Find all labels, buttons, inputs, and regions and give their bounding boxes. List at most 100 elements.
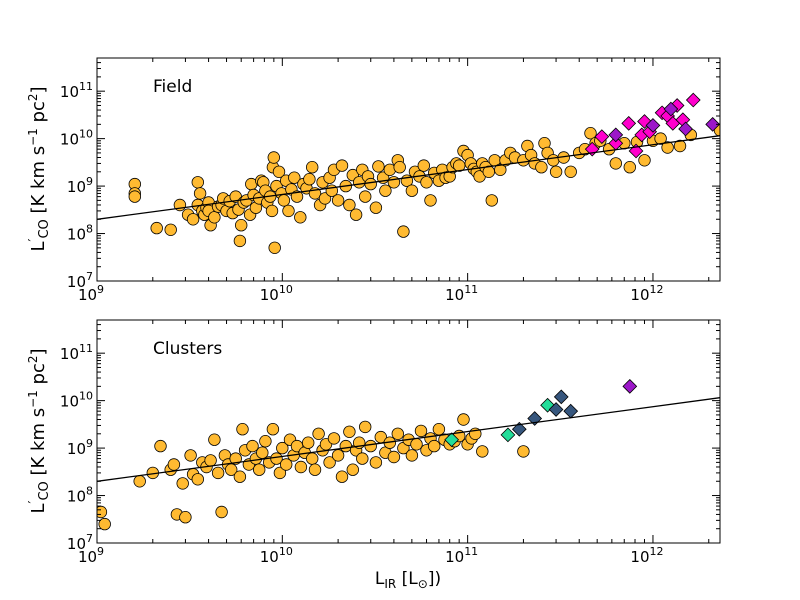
x-tick-label: 1012 xyxy=(630,283,663,304)
field-panel-title: Field xyxy=(153,77,192,97)
point-magenta xyxy=(685,92,701,108)
point-cluster-galaxies xyxy=(457,413,470,426)
y-tick-label: 1010 xyxy=(60,390,93,411)
point-magenta xyxy=(621,115,637,131)
point-cluster-galaxies xyxy=(204,454,217,467)
x-tick-label: 109 xyxy=(78,283,104,304)
y-tick-label: 107 xyxy=(67,532,93,553)
point-local-galaxies xyxy=(673,139,687,153)
point-purple xyxy=(622,378,638,394)
point-cluster-galaxies xyxy=(246,439,259,453)
y-tick-label: 1011 xyxy=(60,342,93,363)
point-local-galaxies xyxy=(547,154,560,167)
point-cluster-galaxies xyxy=(306,452,319,465)
point-local-galaxies xyxy=(485,194,499,207)
point-cluster-galaxies xyxy=(302,436,315,449)
point-local-galaxies xyxy=(393,160,406,174)
point-local-galaxies xyxy=(549,165,563,179)
point-cluster-galaxies xyxy=(339,439,353,453)
point-cluster-galaxies xyxy=(266,423,280,436)
point-local-galaxies xyxy=(397,225,410,238)
point-local-galaxies xyxy=(277,194,291,207)
point-local-galaxies xyxy=(369,201,383,214)
point-cluster-galaxies xyxy=(517,445,530,458)
point-local-galaxies xyxy=(267,151,281,164)
point-cluster-galaxies xyxy=(346,463,360,476)
point-cluster-galaxies xyxy=(176,477,189,490)
point-cluster-galaxies xyxy=(391,427,405,441)
fit-line xyxy=(97,397,720,482)
point-local-galaxies xyxy=(343,198,356,212)
point-cluster-galaxies xyxy=(273,466,287,480)
point-local-galaxies xyxy=(150,221,163,235)
y-tick-label: 107 xyxy=(67,270,93,291)
point-local-galaxies xyxy=(417,159,431,172)
point-cluster-galaxies xyxy=(331,449,345,462)
y-tick-label: 108 xyxy=(67,485,93,506)
point-cluster-galaxies xyxy=(98,517,111,531)
point-local-galaxies xyxy=(387,176,401,189)
point-cluster-galaxies xyxy=(312,427,325,441)
point-cluster-galaxies xyxy=(323,456,336,469)
point-local-galaxies xyxy=(638,154,651,167)
x-axis-label: LIR [L⊙]) xyxy=(375,569,441,591)
point-local-galaxies xyxy=(294,211,307,224)
point-local-galaxies xyxy=(208,211,221,224)
point-cluster-galaxies xyxy=(294,460,308,474)
x-tick-label: 1011 xyxy=(445,283,478,304)
point-local-galaxies xyxy=(282,204,295,218)
point-cluster-galaxies xyxy=(432,423,446,436)
point-slate xyxy=(511,421,527,437)
point-local-galaxies xyxy=(128,190,142,203)
point-local-galaxies xyxy=(234,218,248,232)
point-purple xyxy=(663,101,679,117)
point-local-galaxies xyxy=(303,172,316,186)
point-local-galaxies xyxy=(335,159,349,172)
point-local-galaxies xyxy=(623,160,637,174)
point-cluster-galaxies xyxy=(405,449,419,462)
point-cluster-galaxies xyxy=(308,463,322,476)
point-cluster-galaxies xyxy=(191,473,205,486)
point-cluster-galaxies xyxy=(215,505,228,519)
point-local-galaxies xyxy=(268,241,281,255)
point-local-galaxies xyxy=(379,184,392,197)
point-local-galaxies xyxy=(272,165,286,179)
clusters-panel: 109 1010 1011 1012 107 108 109 1010 1011 Cluster… xyxy=(26,319,721,566)
point-local-galaxies xyxy=(584,126,597,140)
point-local-galaxies xyxy=(186,213,200,226)
x-tick-label: 1010 xyxy=(260,283,293,304)
y-tick-label: 1011 xyxy=(60,80,93,101)
point-local-galaxies xyxy=(609,157,623,170)
point-cluster-galaxies xyxy=(233,470,247,483)
point-cluster-galaxies xyxy=(335,470,349,483)
point-local-galaxies xyxy=(290,190,304,203)
point-cluster-galaxies xyxy=(327,432,341,445)
point-green xyxy=(500,427,516,443)
point-local-galaxies xyxy=(191,176,205,189)
point-cluster-galaxies xyxy=(280,458,293,471)
point-purple xyxy=(608,127,624,143)
point-cluster-galaxies xyxy=(259,435,272,448)
x-tick-label: 109 xyxy=(78,545,104,566)
y-tick-label: 109 xyxy=(67,175,93,196)
point-local-galaxies xyxy=(420,176,433,189)
x-tick-label: 1010 xyxy=(260,545,293,566)
point-cluster-galaxies xyxy=(276,441,289,455)
point-local-galaxies xyxy=(331,194,345,207)
point-local-galaxies xyxy=(372,160,385,173)
field-plot-frame xyxy=(96,57,721,282)
point-cluster-galaxies xyxy=(179,511,192,524)
point-cluster-galaxies xyxy=(356,452,369,465)
point-cluster-galaxies xyxy=(369,456,383,469)
field-panel: 109 1010 1011 1012 107 108 109 1010 1011 Field L… xyxy=(26,57,721,304)
x-tick-label: 1011 xyxy=(445,545,478,566)
point-local-galaxies xyxy=(359,190,372,203)
point-cluster-galaxies xyxy=(133,475,146,488)
point-local-galaxies xyxy=(164,223,177,237)
fit-line xyxy=(97,135,720,220)
point-magenta xyxy=(594,129,610,145)
point-local-galaxies xyxy=(535,160,548,174)
point-slate xyxy=(548,402,564,417)
clusters-plot-frame xyxy=(96,319,721,544)
